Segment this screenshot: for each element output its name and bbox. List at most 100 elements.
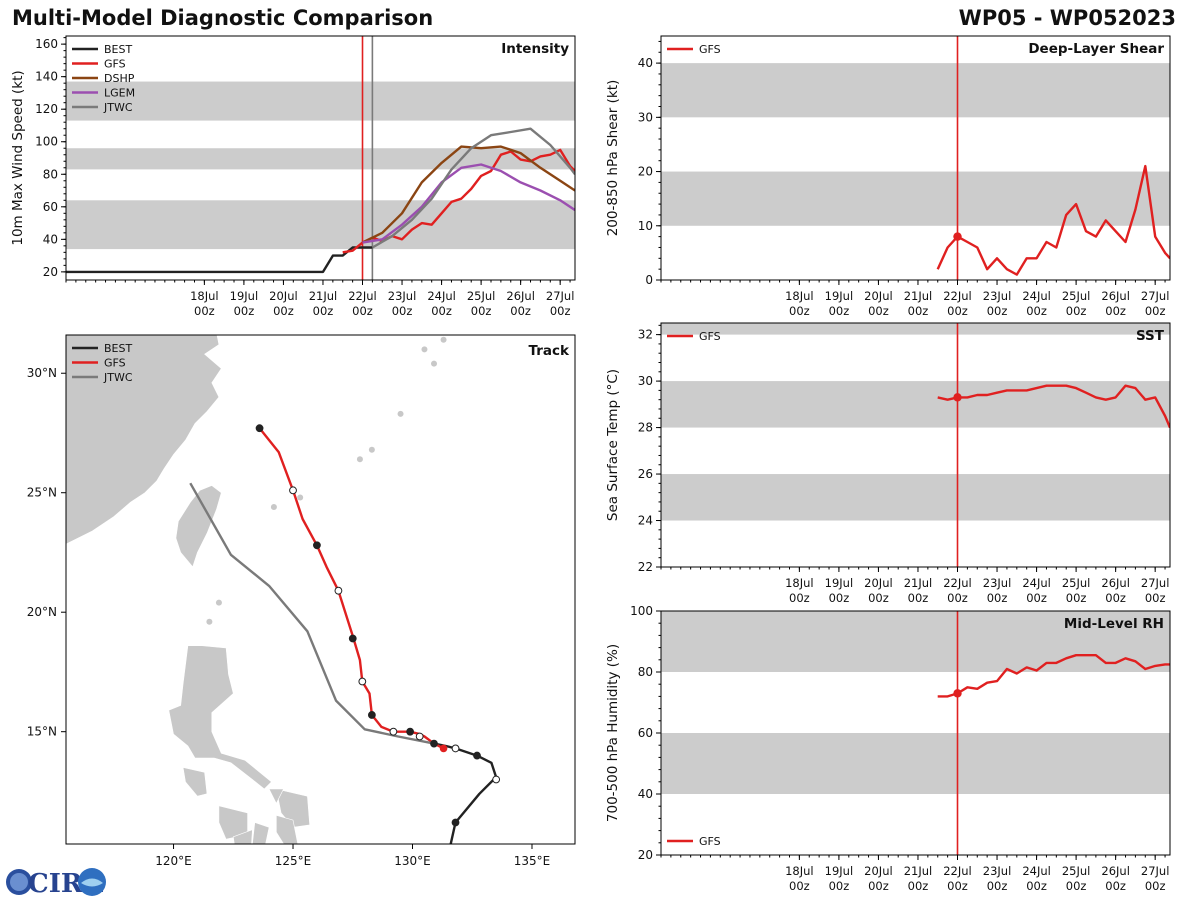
- panel-title: Mid-Level RH: [1064, 616, 1164, 632]
- panel-title: SST: [1136, 328, 1165, 344]
- mainland-china: [66, 335, 222, 545]
- band-1: [661, 611, 1170, 672]
- island: [206, 618, 213, 625]
- band-0: [661, 474, 1170, 521]
- xtick-label: 00z: [510, 304, 531, 318]
- xtick-label: 00z: [987, 879, 1008, 893]
- ylabel: 200-850 hPa Shear (kt): [605, 80, 621, 237]
- xtick-label: 00z: [868, 304, 889, 318]
- band-0: [661, 733, 1170, 794]
- island: [431, 360, 438, 367]
- legend-label-BEST: BEST: [104, 342, 132, 355]
- xtick-label: 26Jul: [506, 289, 535, 303]
- track-point: [348, 634, 357, 643]
- lat-label: 20°N: [27, 605, 57, 619]
- xtick-label: 00z: [313, 304, 334, 318]
- ytick-label: 100: [630, 604, 653, 618]
- island: [421, 346, 428, 353]
- ytick-label: 20: [638, 848, 653, 862]
- xtick-label: 25Jul: [1062, 864, 1091, 878]
- track-point: [389, 727, 398, 736]
- xtick-label: 00z: [987, 304, 1008, 318]
- xtick-label: 25Jul: [1062, 576, 1091, 590]
- xtick-label: 22Jul: [943, 864, 972, 878]
- series-GFS: [936, 164, 1170, 276]
- xtick-label: 00z: [471, 304, 492, 318]
- xtick-label: 00z: [1066, 304, 1087, 318]
- xtick-label: 27Jul: [1141, 289, 1170, 303]
- ytick-label: 120: [35, 102, 58, 116]
- band-1: [66, 148, 575, 170]
- series-BEST: [66, 246, 373, 274]
- chart-sst: 22242628303218Jul00z19Jul00z20Jul00z21Ju…: [605, 322, 1171, 605]
- ytick-label: 140: [35, 70, 58, 84]
- legend-label-GFS: GFS: [104, 58, 126, 71]
- lon-label: 135°E: [514, 854, 551, 868]
- xtick-label: 00z: [987, 591, 1008, 605]
- axes-frame: [660, 322, 1171, 568]
- xtick-label: 00z: [234, 304, 255, 318]
- xtick-label: 21Jul: [904, 576, 933, 590]
- ytick-label: 20: [43, 265, 58, 279]
- xtick-label: 00z: [908, 879, 929, 893]
- ytick-label: 80: [43, 167, 58, 181]
- island: [368, 446, 375, 453]
- island: [397, 410, 404, 417]
- ytick-label: 32: [638, 328, 653, 342]
- xtick-label: 23Jul: [983, 864, 1012, 878]
- xtick-label: 00z: [431, 304, 452, 318]
- xtick-label: 27Jul: [1141, 864, 1170, 878]
- chart-track: 120°E 125°E 130°E 135°E 15°N 20°N 25°N 30°N Trac…: [27, 334, 576, 868]
- ytick-label: 10: [638, 219, 653, 233]
- xtick-label: 00z: [1105, 879, 1126, 893]
- lon-label: 120°E: [155, 854, 192, 868]
- ytick-label: 26: [638, 467, 653, 481]
- track-point: [334, 586, 343, 595]
- xtick-label: 00z: [1026, 879, 1047, 893]
- ytick-label: 20: [638, 165, 653, 179]
- xtick-label: 22Jul: [943, 289, 972, 303]
- track-point: [473, 751, 481, 760]
- xtick-label: 00z: [908, 591, 929, 605]
- series-GFS: [937, 654, 1170, 698]
- xtick-label: 18Jul: [190, 289, 219, 303]
- xtick-label: 18Jul: [785, 576, 814, 590]
- island: [356, 456, 363, 463]
- xtick-label: 18Jul: [785, 864, 814, 878]
- xtick-label: 00z: [789, 879, 810, 893]
- xtick-label: 00z: [947, 304, 968, 318]
- xtick-label: 22Jul: [348, 289, 377, 303]
- band-0: [661, 171, 1170, 226]
- taiwan: [175, 485, 222, 568]
- lat-label: 15°N: [27, 725, 57, 739]
- cebu: [252, 822, 270, 844]
- xtick-label: 00z: [1066, 591, 1087, 605]
- xtick-label: 00z: [1145, 591, 1166, 605]
- xtick-label: 23Jul: [983, 576, 1012, 590]
- figure-title: Multi-Model Diagnostic Comparison: [12, 6, 434, 30]
- ytick-label: 30: [638, 374, 653, 388]
- track-point: [430, 739, 438, 748]
- xtick-label: 18Jul: [785, 289, 814, 303]
- xtick-label: 00z: [1026, 591, 1047, 605]
- xtick-label: 20Jul: [864, 576, 893, 590]
- mindoro: [182, 767, 208, 797]
- xtick-label: 00z: [829, 879, 850, 893]
- ytick-label: 80: [638, 665, 653, 679]
- axes-frame: [660, 35, 1171, 281]
- panel-title: Intensity: [501, 41, 569, 57]
- series-LGEM: [362, 163, 575, 244]
- cira-logo: CIRA: [6, 868, 106, 898]
- xtick-label: 00z: [947, 591, 968, 605]
- masbate: [268, 788, 284, 805]
- legend-label-DSHP: DSHP: [104, 72, 135, 85]
- negros: [232, 829, 253, 844]
- track-point: [451, 818, 460, 827]
- track-point: [406, 727, 415, 736]
- xtick-label: 00z: [868, 591, 889, 605]
- xtick-label: 24Jul: [1022, 864, 1051, 878]
- track-point: [313, 541, 321, 550]
- map-frame: [65, 334, 576, 845]
- xtick-label: 00z: [908, 304, 929, 318]
- xtick-label: 20Jul: [269, 289, 298, 303]
